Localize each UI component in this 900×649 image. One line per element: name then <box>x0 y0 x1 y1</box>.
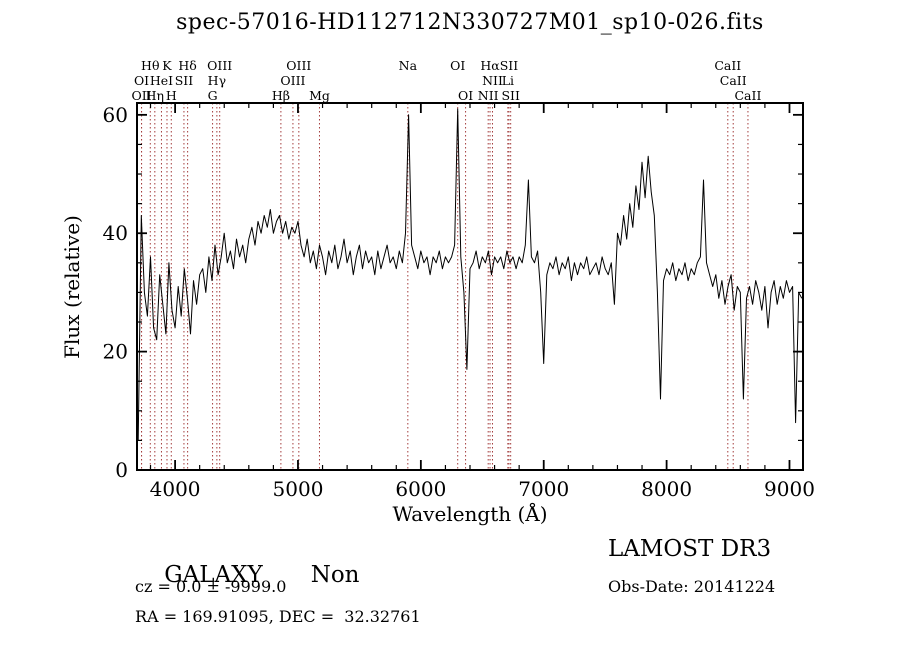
x-tick-label: 8000 <box>641 477 692 501</box>
coords-text: RA = 169.91095, DEC = 32.32761 <box>135 607 421 626</box>
obs-date-text: Obs-Date: 20141224 <box>608 577 776 596</box>
spectral-line-label: CaII <box>714 58 741 73</box>
y-axis-label: Flux (relative) <box>60 215 84 359</box>
spectral-line-label: SII <box>501 88 520 103</box>
spectral-line-label: OI <box>458 88 473 103</box>
spectral-line-label: NII <box>482 73 503 88</box>
survey-label: LAMOST DR3 <box>608 536 772 562</box>
cz-text: cz = 0.0 ± -9999.0 <box>135 577 287 596</box>
spectral-line-label: Hβ <box>272 88 290 103</box>
spectral-line-label: CaII <box>734 88 761 103</box>
spectral-line-label: OIII <box>280 73 305 88</box>
spectral-line-label: H <box>166 88 177 103</box>
spectral-line-label: Hθ <box>141 58 159 73</box>
spectral-line-label: NII <box>478 88 499 103</box>
spectral-line-label: OIII <box>286 58 311 73</box>
class-label: GALAXY <box>164 562 263 588</box>
spectral-line-label: CaII <box>720 73 747 88</box>
spectral-line-label: Hγ <box>208 73 226 88</box>
spectral-line-label: HeI <box>150 73 173 88</box>
subclass-label: Non <box>310 562 360 588</box>
plot-frame <box>136 102 804 471</box>
y-tick-label: 40 <box>103 221 128 245</box>
x-tick-label: 4000 <box>150 477 201 501</box>
y-tick-label: 0 <box>115 458 128 482</box>
spectral-line-label: K <box>162 58 172 73</box>
y-tick-label: 20 <box>103 340 128 364</box>
spectral-line-label: Hα <box>480 58 500 73</box>
plot-title: spec-57016-HD112712N330727M01_sp10-026.f… <box>176 10 764 35</box>
spectral-line-label: Na <box>399 58 418 73</box>
x-axis-label: Wavelength (Å) <box>392 502 548 526</box>
classification-line: GALAXY Non <box>135 536 359 614</box>
spectral-line-label: Hδ <box>178 58 196 73</box>
x-tick-label: 9000 <box>764 477 815 501</box>
spectral-line-label: OI <box>134 73 149 88</box>
x-tick-label: 7000 <box>518 477 569 501</box>
x-tick-label: 6000 <box>395 477 446 501</box>
spectral-line-label: Hη <box>146 88 164 103</box>
spectral-line-label: SII <box>175 73 194 88</box>
y-tick-label: 60 <box>103 103 128 127</box>
spectral-line-label: OI <box>450 58 465 73</box>
spectral-line-label: Mg <box>309 88 330 103</box>
spectral-line-label: SII <box>500 58 519 73</box>
spectrum-line <box>137 108 803 441</box>
spectral-line-label: OII <box>131 88 151 103</box>
spectral-line-label: OIII <box>207 58 232 73</box>
spectral-line-label: Li <box>502 73 514 88</box>
spectral-line-label: G <box>208 88 218 103</box>
x-tick-label: 5000 <box>273 477 324 501</box>
